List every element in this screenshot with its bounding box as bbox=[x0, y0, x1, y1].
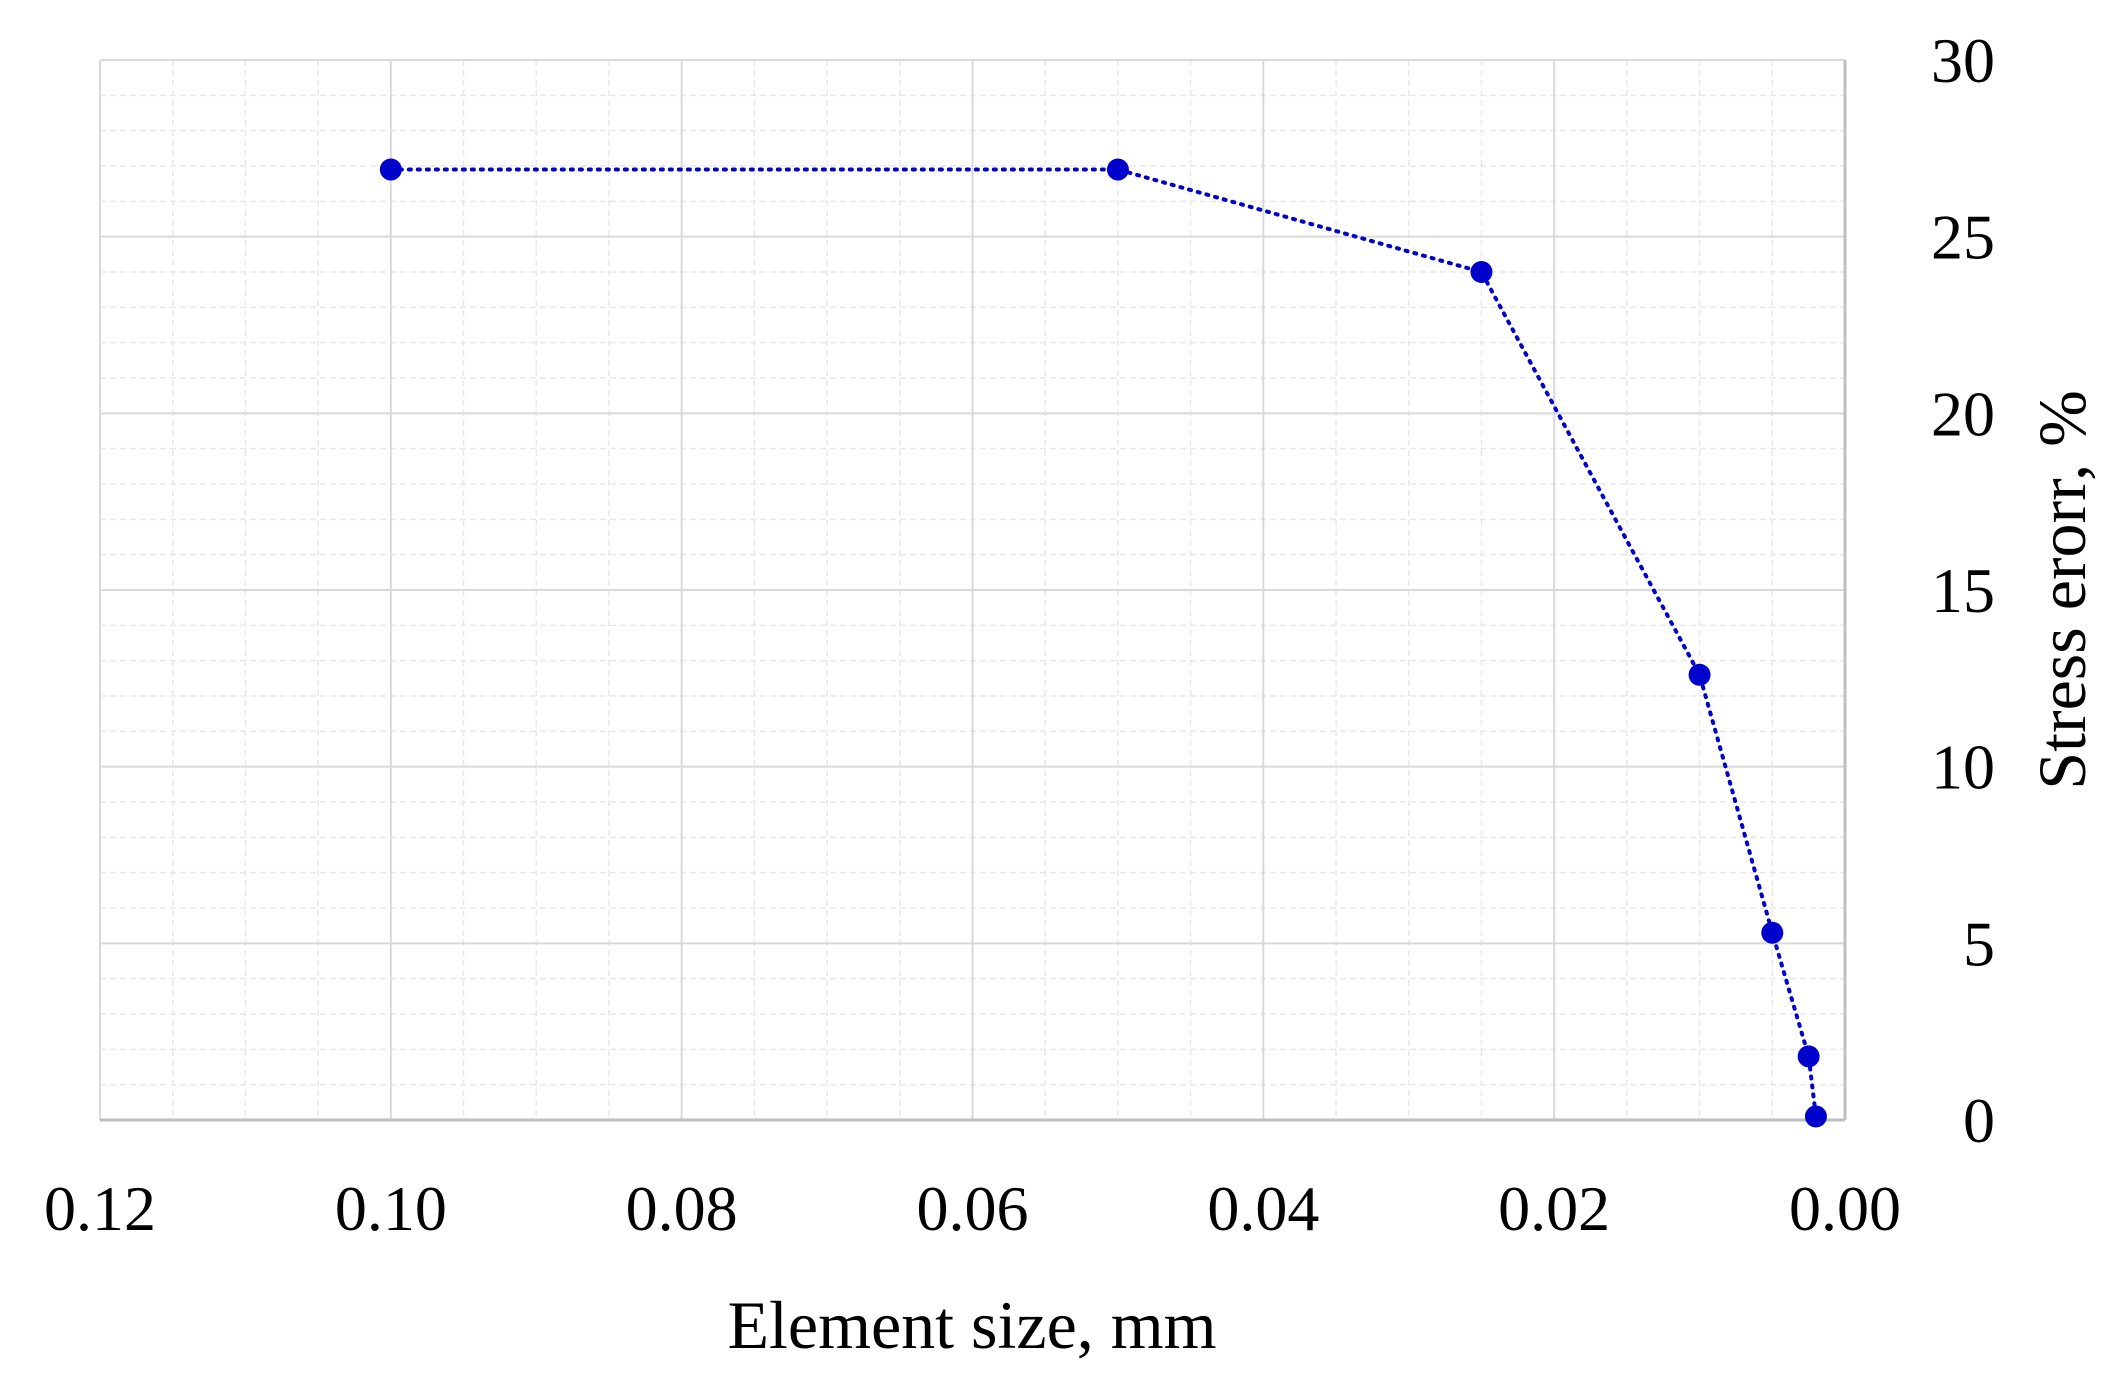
data-point bbox=[1688, 663, 1711, 686]
y-tick-label: 10 bbox=[1931, 732, 1995, 803]
y-tick-label: 20 bbox=[1931, 378, 1995, 449]
data-point bbox=[1797, 1045, 1820, 1068]
y-tick-label: 30 bbox=[1931, 25, 1995, 96]
series-line bbox=[388, 167, 1818, 1119]
grid-major bbox=[99, 59, 1846, 1121]
series-points bbox=[379, 158, 1827, 1128]
x-tick-label: 0.12 bbox=[44, 1173, 156, 1244]
y-tick-label: 0 bbox=[1963, 1085, 1995, 1156]
series-path bbox=[388, 167, 1818, 1119]
x-tick-label: 0.04 bbox=[1207, 1173, 1319, 1244]
data-point bbox=[379, 158, 402, 181]
y-tick-labels: 0 5 10 15 20 25 30 bbox=[1931, 25, 1995, 1156]
y-tick-label: 15 bbox=[1931, 555, 1995, 626]
x-tick-label: 0.08 bbox=[626, 1173, 738, 1244]
data-point bbox=[1761, 921, 1784, 944]
x-tick-label: 0.02 bbox=[1498, 1173, 1610, 1244]
data-point bbox=[1804, 1105, 1827, 1128]
x-tick-labels: 0.12 0.10 0.08 0.06 0.04 0.02 0.00 bbox=[44, 1173, 1901, 1244]
x-tick-label: 0.00 bbox=[1789, 1173, 1901, 1244]
data-point bbox=[1106, 158, 1129, 181]
y-tick-label: 25 bbox=[1931, 202, 1995, 273]
x-tick-label: 0.06 bbox=[917, 1173, 1029, 1244]
x-axis-label: Element size, mm bbox=[727, 1287, 1216, 1363]
y-axis-label: Stress erorr, % bbox=[2024, 390, 2100, 790]
y-tick-label: 5 bbox=[1963, 908, 1995, 979]
axes bbox=[100, 60, 1847, 1122]
x-tick-label: 0.10 bbox=[335, 1173, 447, 1244]
data-point bbox=[1470, 261, 1493, 283]
